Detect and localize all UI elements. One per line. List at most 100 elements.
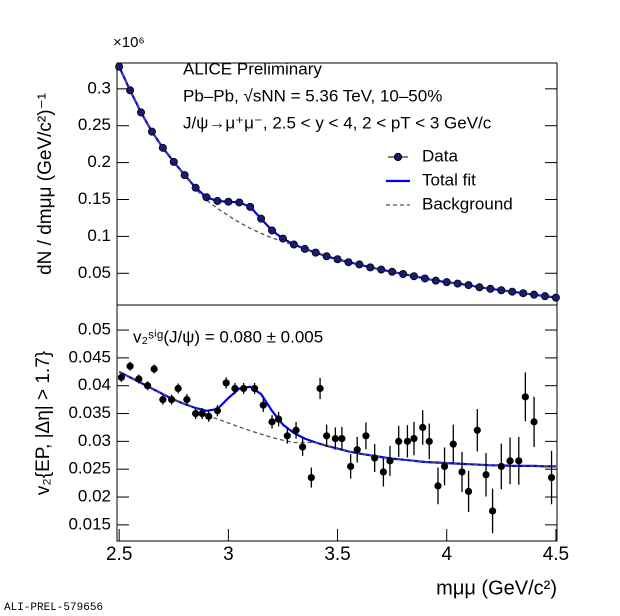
y-tick-label: 0.3 [87,78,111,97]
data-point [117,373,125,381]
y-tick-label: 0.02 [78,487,111,506]
data-point [278,234,287,243]
data-point [213,407,222,415]
data-point [292,426,300,434]
data-point [449,440,457,448]
data-point [169,157,178,166]
data-point [224,197,233,206]
x-tick-label: 3 [223,544,234,565]
legend-label: Total fit [422,170,476,189]
y-tick-label: 0.1 [87,226,111,245]
data-point [205,412,213,420]
x-tick-label: 4.5 [543,544,569,565]
data-point [126,362,134,370]
data-point [274,415,283,423]
data-point [379,468,388,476]
data-point [551,293,560,302]
data-point [147,127,156,136]
data-point [283,432,291,440]
data-point [431,276,440,285]
y-tick-label: 0.025 [68,459,111,478]
data-point [307,473,315,482]
y-tick-label: 0.045 [68,347,111,366]
data-point [268,418,276,426]
data-point [425,437,433,445]
axis-multiplier: ×10⁶ [113,34,145,51]
data-point [521,393,529,401]
data-point [440,462,449,471]
annotation: J/ψ→μ⁺μ⁻, 2.5 < y < 4, 2 < pT < 3 GeV/c [183,113,492,132]
data-point [395,437,403,445]
data-point [388,267,397,276]
data-point [222,379,230,387]
data-point [420,274,429,283]
x-tick-label: 4 [441,544,452,565]
y-tick-label: 0.05 [78,320,111,339]
data-point [174,384,182,393]
y-tick-label: 0.05 [78,263,111,282]
y-tick-label: 0.04 [78,375,111,394]
data-point [158,143,167,152]
data-point [331,434,339,443]
y-tick-label: 0.15 [78,189,111,208]
data-point [268,226,277,235]
data-point [338,434,346,443]
plot-frame [116,304,558,542]
data-point [530,418,538,426]
data-point [506,457,514,465]
data-point [475,283,484,292]
data-point [259,401,267,409]
data-point [246,202,255,211]
data-point [311,248,320,257]
data-point [323,432,331,440]
data-point [235,198,244,207]
data-point [547,473,556,482]
data-point [135,375,143,383]
data-point [464,487,473,496]
data-point [482,471,490,479]
data-point [300,244,309,253]
y-axis-label: v₂{EP, |Δη| > 1.7} [33,351,54,495]
data-point [250,384,259,393]
data-point [180,171,189,180]
y-axis-label: dN / dmμμ (GeV/c²)⁻¹ [35,93,56,275]
data-point [231,384,239,393]
data-point [316,384,324,393]
data-point [508,287,517,296]
data-point [322,252,331,261]
background-curve [118,371,556,468]
data-point [442,278,451,287]
y-tick-label: 0.035 [68,403,111,422]
data-point [353,446,361,454]
data-point [159,396,167,404]
figure-id: ALI-PREL-579656 [4,602,103,614]
data-point [126,86,135,95]
y-tick-label: 0.25 [78,115,111,134]
data-point [453,279,462,288]
x-tick-label: 3.5 [324,544,350,565]
x-tick-label: 2.5 [106,544,132,565]
data-point [344,258,353,267]
data-point [410,434,418,443]
data-point [458,468,466,476]
legend-label: Background [422,194,513,213]
data-point [515,457,523,465]
data-point [473,426,481,434]
data-point [519,289,528,298]
data-point [213,196,222,205]
data-point [167,396,176,404]
annotation: ALICE Preliminary [183,59,322,78]
data-point [347,462,355,471]
y-tick-label: 0.015 [68,514,111,533]
data-point [137,108,146,117]
data-point [497,286,506,295]
data-point [371,454,379,462]
y-tick-label: 0.2 [87,152,111,171]
data-point [183,396,191,404]
data-point [192,409,200,418]
data-point [399,270,408,279]
data-point [530,290,539,299]
data-point [289,240,298,249]
data-point [386,457,394,465]
